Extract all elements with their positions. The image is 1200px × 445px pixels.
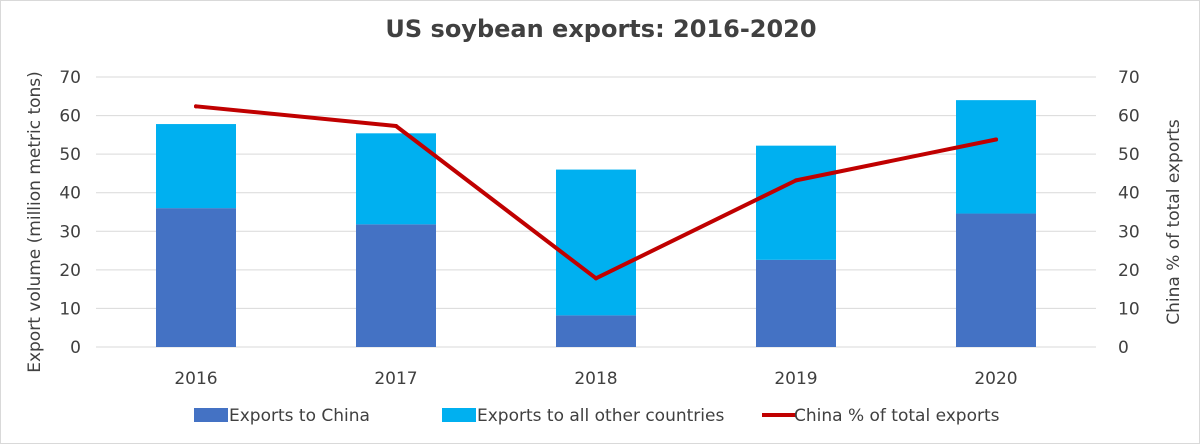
- x-tick-label: 2017: [374, 369, 417, 389]
- y-tick-label-left: 40: [59, 184, 81, 204]
- legend-label: Exports to China: [229, 406, 370, 426]
- bar-other: [156, 124, 236, 209]
- y-axis-title-left: Export volume (million metric tons): [25, 71, 45, 373]
- bar-other: [956, 100, 1036, 214]
- bar-china: [756, 259, 836, 347]
- bar-china: [356, 224, 436, 347]
- y-tick-label-right: 60: [1118, 107, 1140, 127]
- y-tick-label-right: 20: [1118, 261, 1140, 281]
- y-tick-label-left: 30: [59, 222, 81, 242]
- y-tick-label-left: 50: [59, 145, 81, 165]
- x-tick-label: 2016: [174, 369, 217, 389]
- x-tick-label: 2018: [574, 369, 617, 389]
- y-tick-label-left: 20: [59, 261, 81, 281]
- line-point: [194, 104, 198, 109]
- bar-china: [156, 208, 236, 347]
- y-tick-label-right: 70: [1118, 68, 1140, 88]
- y-tick-label-left: 60: [59, 107, 81, 127]
- line-point: [794, 178, 798, 183]
- bar-china: [956, 213, 1036, 347]
- legend-swatch: [194, 408, 228, 422]
- line-point: [994, 137, 998, 142]
- bar-other: [756, 145, 836, 260]
- chart-title: US soybean exports: 2016-2020: [385, 15, 817, 43]
- y-tick-label-left: 70: [59, 68, 81, 88]
- bar-china: [556, 315, 636, 347]
- y-tick-label-right: 50: [1118, 145, 1140, 165]
- y-tick-label-right: 0: [1118, 338, 1129, 358]
- y-tick-label-right: 30: [1118, 222, 1140, 242]
- legend-label: Exports to all other countries: [477, 406, 724, 426]
- y-tick-label-left: 0: [70, 338, 81, 358]
- x-tick-label: 2020: [974, 369, 1017, 389]
- x-tick-label: 2019: [774, 369, 817, 389]
- y-tick-label-right: 40: [1118, 184, 1140, 204]
- bar-other: [556, 169, 636, 316]
- y-axis-title-right: China % of total exports: [1164, 119, 1184, 325]
- line-point: [394, 123, 398, 128]
- y-tick-label-left: 10: [59, 299, 81, 319]
- line-point: [594, 276, 598, 281]
- legend-label: China % of total exports: [794, 406, 1000, 426]
- y-tick-label-right: 10: [1118, 299, 1140, 319]
- legend-swatch: [442, 408, 476, 422]
